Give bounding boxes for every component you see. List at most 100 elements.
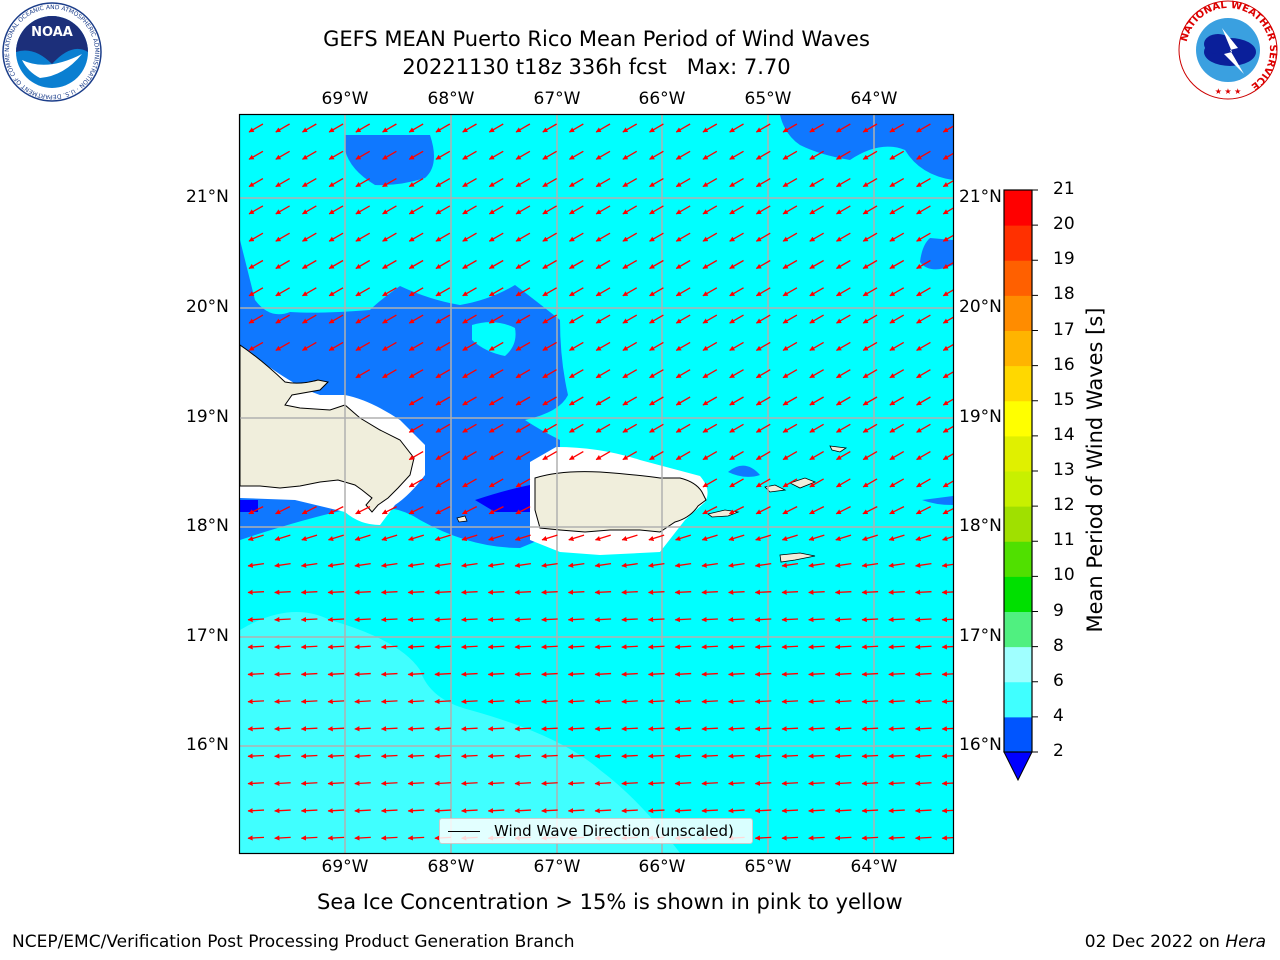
wind-wave-arrow	[622, 287, 638, 297]
lat-label-right-1: 20°N	[959, 297, 1002, 317]
wind-wave-arrow	[836, 123, 851, 133]
noaa-logo-text: NOAA	[31, 25, 73, 40]
wind-wave-arrow	[754, 589, 772, 595]
wind-wave-arrow	[782, 259, 798, 270]
wind-wave-arrow	[567, 780, 585, 786]
wind-wave-arrow	[942, 453, 953, 461]
wind-wave-arrow	[302, 232, 317, 242]
wind-wave-arrow	[354, 835, 371, 841]
wind-wave-arrow	[355, 341, 371, 351]
wind-wave-arrow	[914, 780, 932, 786]
wind-wave-arrow	[728, 671, 745, 677]
wind-wave-arrow	[941, 698, 953, 705]
wind-wave-arrow	[861, 534, 878, 541]
map-title: GEFS MEAN Puerto Rico Mean Period of Win…	[323, 27, 870, 51]
wind-wave-arrow	[808, 780, 825, 786]
wind-wave-arrow	[702, 451, 718, 461]
footer-branch: NCEP/EMC/Verification Post Processing Pr…	[12, 932, 575, 952]
wind-wave-arrow	[836, 341, 851, 351]
wind-wave-arrow	[248, 205, 264, 215]
wind-wave-arrow	[834, 616, 852, 623]
wind-wave-arrow	[702, 369, 718, 379]
wind-wave-arrow	[407, 562, 425, 568]
wind-wave-arrow	[914, 671, 932, 677]
lat-label-right-0: 21°N	[959, 187, 1002, 207]
wind-wave-arrow	[488, 259, 504, 270]
wind-wave-arrow	[649, 423, 664, 433]
wind-wave-arrow	[755, 369, 771, 379]
wind-wave-arrow	[435, 478, 451, 488]
wind-wave-arrow	[782, 506, 798, 515]
wind-wave-arrow	[595, 205, 611, 215]
wind-wave-arrow	[808, 562, 825, 568]
wind-wave-arrow	[836, 478, 851, 488]
wind-wave-arrow	[408, 396, 424, 406]
colorbar-bin	[1004, 330, 1032, 367]
wind-wave-arrow	[941, 644, 953, 650]
wind-wave-arrow	[888, 753, 905, 759]
hispaniola-land	[240, 344, 415, 513]
wind-wave-arrow	[515, 287, 531, 297]
wind-wave-arrow	[380, 808, 398, 814]
colorbar-bin	[1004, 260, 1032, 296]
wind-wave-arrow	[408, 232, 424, 242]
wind-wave-arrow	[275, 287, 290, 297]
wind-wave-arrow	[675, 287, 691, 297]
wind-wave-arrow	[648, 562, 665, 568]
wind-wave-arrow	[515, 423, 531, 433]
wind-wave-arrow	[649, 150, 664, 160]
wind-wave-arrow	[809, 369, 824, 379]
footer-host: Hera	[1225, 932, 1266, 952]
wind-wave-arrow	[487, 753, 505, 759]
wind-wave-arrow	[674, 671, 692, 677]
wind-wave-arrow	[407, 753, 425, 759]
wind-wave-arrow	[542, 259, 557, 270]
wind-wave-arrow	[888, 644, 905, 650]
wind-wave-arrow	[542, 314, 557, 324]
wind-wave-arrow	[808, 589, 825, 595]
wind-wave-arrow	[675, 205, 691, 215]
lon-label-top-1: 68°W	[427, 89, 475, 109]
wind-wave-arrow	[462, 341, 477, 351]
wind-wave-arrow	[488, 287, 504, 297]
colorbar-bin	[1004, 435, 1032, 472]
wind-wave-arrow	[836, 451, 851, 461]
wind-wave-arrow	[889, 478, 905, 488]
wind-wave-arrow	[407, 808, 425, 814]
wind-wave-arrow	[674, 808, 692, 814]
wind-wave-arrow	[461, 808, 478, 814]
wind-wave-arrow	[354, 726, 371, 732]
wind-wave-arrow	[888, 616, 905, 623]
lat-label-left-5: 16°N	[186, 735, 229, 755]
wind-wave-arrow	[808, 616, 825, 623]
wind-wave-arrow	[834, 698, 852, 705]
wind-wave-arrow	[862, 150, 878, 160]
wind-wave-arrow	[569, 451, 584, 461]
wind-wave-arrow	[675, 423, 691, 433]
wind-wave-arrow	[542, 369, 557, 379]
wind-wave-arrow	[248, 341, 264, 351]
lon-label-top-0: 69°W	[321, 89, 369, 109]
wind-wave-arrow	[942, 207, 953, 215]
wind-wave-arrow	[247, 780, 265, 786]
wind-wave-arrow	[354, 562, 371, 568]
wind-wave-arrow	[702, 232, 718, 242]
wind-wave-arrow	[274, 671, 291, 677]
wind-wave-arrow	[380, 753, 398, 759]
wind-wave-arrow	[567, 753, 585, 759]
wind-wave-arrow	[274, 562, 291, 568]
noaa-logo: NATIONAL OCEANIC AND ATMOSPHERIC ADMINIS…	[2, 2, 102, 102]
wind-wave-arrow	[729, 150, 744, 160]
wind-wave-arrow	[836, 369, 851, 379]
lon-label-bottom-4: 65°W	[744, 857, 792, 877]
wind-wave-arrow	[434, 644, 451, 650]
wind-wave-arrow	[595, 232, 611, 242]
wind-wave-arrow	[300, 835, 318, 841]
wind-wave-arrow	[915, 534, 932, 541]
wind-wave-arrow	[515, 369, 531, 379]
wind-wave-arrow	[808, 726, 825, 732]
wind-wave-arrow	[942, 535, 953, 541]
wind-wave-arrow	[728, 753, 745, 759]
wind-wave-arrow	[809, 478, 824, 488]
wind-wave-arrow	[461, 726, 478, 732]
